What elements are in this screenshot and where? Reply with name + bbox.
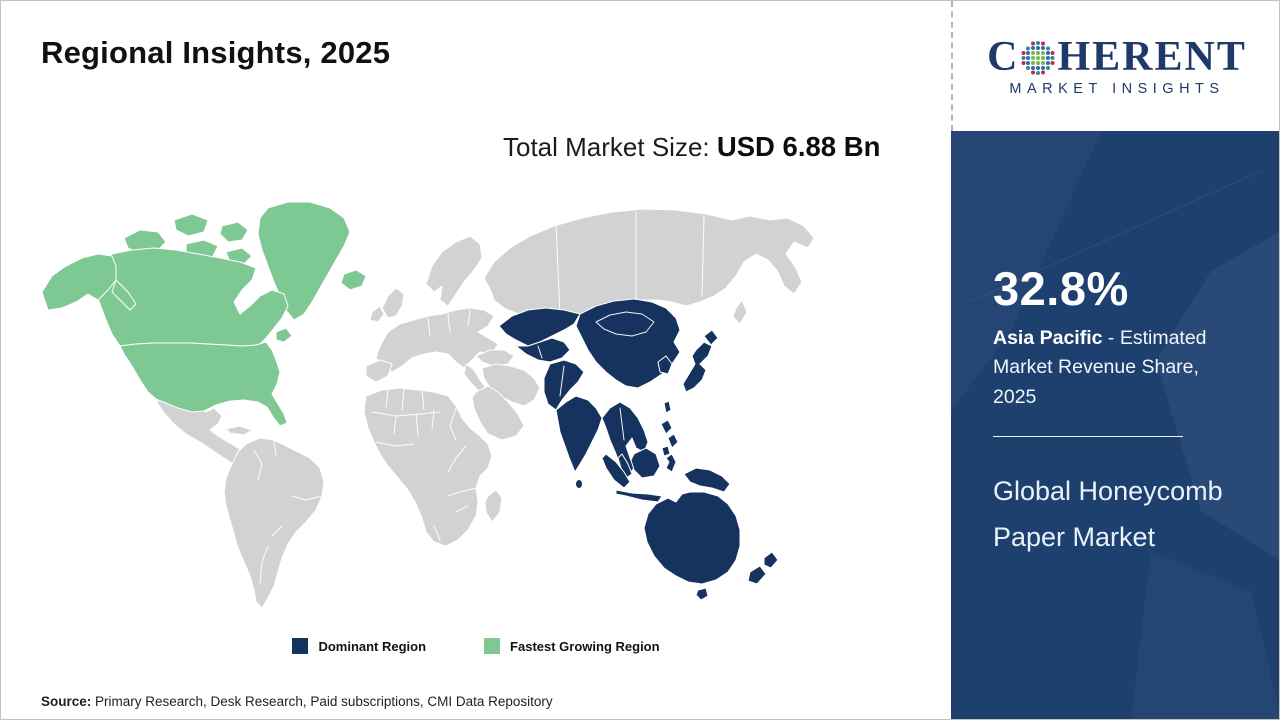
region-north-america: [41, 201, 367, 427]
stats-sidebar: 32.8% Asia Pacific - Estimated Market Re…: [951, 131, 1279, 719]
market-share-description: Asia Pacific - Estimated Market Revenue …: [993, 324, 1239, 412]
globe-dots-icon: [1021, 40, 1055, 75]
page-title: Regional Insights, 2025: [41, 35, 391, 70]
total-market-size-value: USD 6.88 Bn: [716, 131, 881, 162]
logo-letter-c: C: [987, 33, 1020, 80]
world-map: [36, 196, 916, 626]
dominant-region-label: Dominant Region: [318, 638, 427, 654]
market-name: Global Honeycomb Paper Market: [993, 475, 1223, 552]
company-logo: C HERENT MARKET INSIGHTS: [951, 1, 1279, 131]
dominant-region-swatch: [292, 638, 309, 654]
legend-item-dominant: Dominant Region: [292, 638, 426, 654]
fastest-growing-region-label: Fastest Growing Region: [510, 638, 660, 654]
sidebar-divider: [993, 435, 1183, 437]
world-map-svg: [41, 201, 815, 609]
share-description-suffix: - Estimated Market Revenue Share, 2025: [993, 327, 1207, 408]
region-rest-of-world: [155, 208, 815, 609]
source-label: Source:: [41, 694, 92, 709]
region-asia-pacific: [498, 298, 779, 601]
logo-wordmark: C HERENT: [987, 36, 1247, 78]
total-market-size-label: Total Market Size:: [503, 132, 717, 162]
legend-item-fastest-growing: Fastest Growing Region: [484, 638, 660, 654]
source-line: Source: Primary Research, Desk Research,…: [41, 694, 553, 709]
map-legend: Dominant Region Fastest Growing Region: [36, 638, 916, 654]
fastest-growing-region-swatch: [484, 638, 501, 654]
logo-tagline: MARKET INSIGHTS: [1009, 80, 1225, 97]
logo-rest: HERENT: [1057, 33, 1247, 80]
source-text: Primary Research, Desk Research, Paid su…: [91, 694, 553, 709]
market-share-value: 32.8%: [993, 262, 1129, 315]
total-market-size: Total Market Size: USD 6.88 Bn: [503, 127, 895, 167]
region-name: Asia Pacific: [993, 327, 1103, 349]
